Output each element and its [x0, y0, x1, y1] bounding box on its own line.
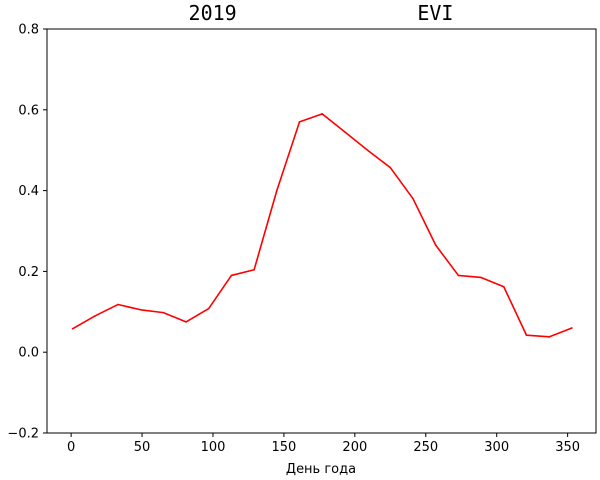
data-point — [457, 274, 460, 277]
data-point — [389, 166, 392, 169]
x-tick-label: 50 — [134, 440, 151, 455]
data-point — [298, 121, 301, 123]
data-point — [321, 113, 324, 115]
data-point — [230, 274, 233, 277]
x-axis-label: День года — [286, 462, 356, 477]
x-tick-label: 150 — [271, 440, 296, 455]
data-point — [162, 311, 165, 314]
data-point — [71, 327, 74, 330]
data-point — [412, 197, 414, 200]
x-tick-label: 300 — [484, 440, 509, 455]
x-tick-label: 100 — [201, 440, 226, 455]
data-point — [434, 244, 437, 246]
data-point — [253, 268, 255, 271]
y-axis: −0.2 0.0 0.2 0.4 0.6 0.8 — [7, 23, 47, 442]
data-point — [139, 308, 142, 311]
x-tick-label: 350 — [555, 440, 580, 455]
data-point — [548, 336, 550, 338]
y-tick-label: 0.2 — [18, 265, 39, 280]
data-point — [344, 131, 346, 133]
data-point — [207, 307, 210, 310]
series-layer — [71, 113, 573, 338]
x-tick-label: 250 — [413, 440, 438, 455]
data-point — [502, 285, 505, 288]
x-tick-label: 200 — [342, 440, 367, 455]
data-point — [117, 303, 119, 306]
chart-title: 2019 EVI — [189, 1, 454, 25]
y-tick-label: −0.2 — [7, 427, 39, 442]
data-point — [525, 334, 528, 337]
data-point — [480, 276, 482, 279]
evi-series-line — [72, 113, 573, 338]
plot-frame — [46, 28, 597, 434]
x-axis: 0 50 100 150 200 250 300 350 — [67, 433, 580, 455]
data-point — [185, 321, 187, 323]
y-tick-label: 0.6 — [18, 103, 39, 118]
data-point — [276, 189, 278, 192]
y-tick-label: 0.0 — [18, 346, 39, 361]
data-point — [94, 315, 97, 317]
x-tick-label: 0 — [67, 440, 75, 455]
data-point — [366, 149, 369, 151]
data-point — [571, 327, 573, 329]
y-tick-label: 0.4 — [18, 184, 39, 199]
y-tick-label: 0.8 — [18, 23, 39, 38]
